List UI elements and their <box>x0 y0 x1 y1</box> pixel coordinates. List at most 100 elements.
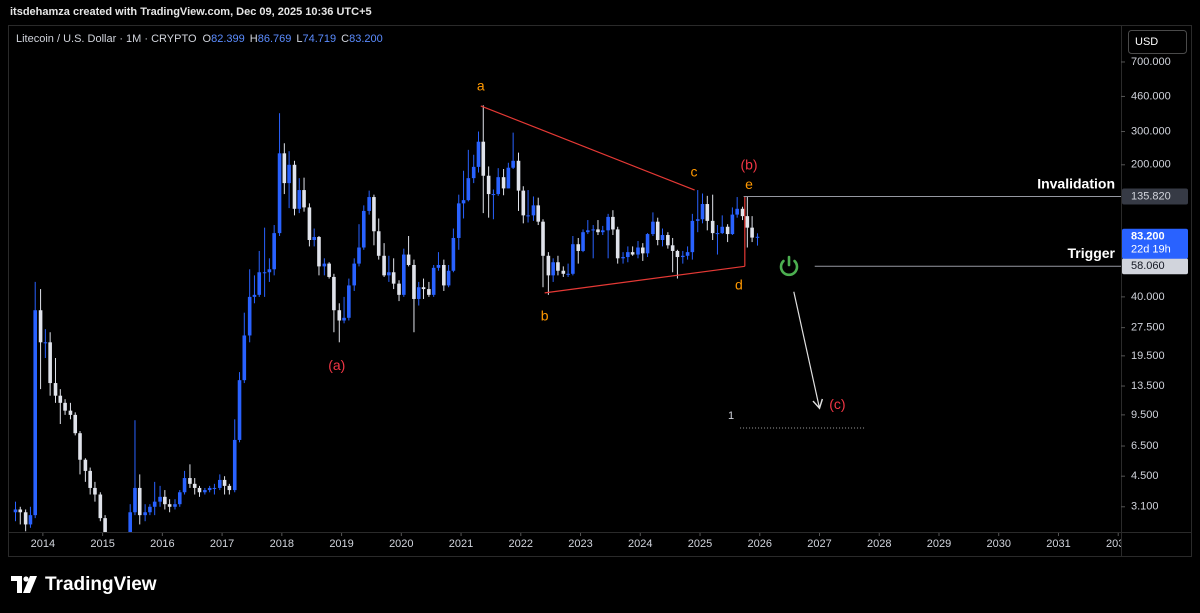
candle-body <box>73 414 78 434</box>
candle-body <box>640 247 645 254</box>
countdown: 22d 19h <box>1131 244 1171 256</box>
candle-body <box>397 283 401 295</box>
candle-body <box>715 233 720 235</box>
candle-body <box>182 478 187 493</box>
candle-body <box>700 204 705 220</box>
last-price-label: 83.200 <box>1131 231 1165 243</box>
candle-body <box>43 342 48 344</box>
candle-body <box>456 203 461 238</box>
ohlc-label: C <box>341 33 349 45</box>
x-tick-label: 2027 <box>807 538 831 550</box>
candle-body <box>53 383 58 396</box>
price-tag <box>1122 258 1188 275</box>
candle-body <box>163 496 167 505</box>
candle-body <box>352 263 357 286</box>
candle-body <box>237 380 242 440</box>
candle-body <box>645 234 650 254</box>
candle-body <box>83 459 88 471</box>
candle-body <box>626 252 630 258</box>
y-tick-label: 4.500 <box>1131 470 1159 482</box>
candle-body <box>357 247 361 264</box>
candle-body <box>476 141 481 167</box>
trendline <box>480 105 695 191</box>
candle-body <box>600 230 605 233</box>
candle-body <box>521 190 526 216</box>
x-tick-label: 2026 <box>748 538 772 550</box>
candle-body <box>566 273 570 275</box>
wave-label: (a) <box>328 357 345 373</box>
candle-body <box>730 214 735 235</box>
candle-body <box>347 285 351 318</box>
candle-body <box>611 216 615 230</box>
candle-body <box>541 221 545 256</box>
candle-body <box>192 483 197 488</box>
x-tick-label: 2030 <box>986 538 1010 550</box>
candle-body <box>655 221 660 240</box>
price-line-name: Trigger <box>1068 245 1116 261</box>
candle-body <box>312 236 316 240</box>
candle-body <box>745 216 750 228</box>
candle-body <box>750 227 754 238</box>
candle-body <box>227 485 232 491</box>
y-tick-label: 27.500 <box>1131 322 1165 334</box>
candle-body <box>402 254 406 295</box>
x-tick-label: 2022 <box>509 538 533 550</box>
candle-body <box>63 402 67 411</box>
candle-body <box>481 141 486 176</box>
candle-body <box>705 204 710 221</box>
candle-body <box>28 515 33 525</box>
wave-label: e <box>745 176 753 192</box>
candle-body <box>38 310 43 343</box>
brand: TradingView <box>45 574 157 595</box>
candle-body <box>630 252 635 255</box>
plot-area: 1 a b c d e (a) (b) (c) <box>13 78 1121 532</box>
candle-body <box>442 264 446 286</box>
candle-body <box>710 220 715 234</box>
candle-body <box>207 487 212 491</box>
candle-body <box>735 208 739 215</box>
candle-body <box>361 210 366 248</box>
candle-body <box>218 479 222 488</box>
trendline <box>544 265 745 294</box>
candle-body <box>755 236 760 238</box>
currency-button[interactable] <box>1128 30 1187 54</box>
candle-body <box>556 262 560 271</box>
price-tag-label: 135.820 <box>1131 190 1171 202</box>
candle-body <box>670 245 675 251</box>
candle-body <box>591 229 595 231</box>
candle-body <box>581 232 585 251</box>
candle-body <box>282 153 287 184</box>
wave-label: (c) <box>829 396 845 412</box>
candle-body <box>536 205 541 222</box>
candle-body <box>232 439 237 491</box>
candle-body <box>615 229 620 259</box>
currency[interactable]: USD <box>1135 36 1158 48</box>
x-tick-label: 2029 <box>927 538 951 550</box>
y-tick-label: 700.000 <box>1131 56 1171 68</box>
wave-label: d <box>735 277 743 293</box>
candle-body <box>675 250 680 258</box>
candle-body <box>412 264 416 299</box>
candle-body <box>13 509 18 513</box>
candle-body <box>177 492 182 505</box>
candle-body <box>531 205 536 216</box>
candle-body <box>332 276 336 311</box>
candle-body <box>382 255 386 276</box>
power-icon <box>779 255 799 277</box>
candle-body <box>725 226 730 235</box>
candle-body <box>242 335 247 381</box>
symbol-legend: Litecoin / U.S. Dollar · 1M · CRYPTO O82.… <box>16 33 383 45</box>
ohlc-value: 82.399 <box>211 33 245 45</box>
candle-body <box>327 263 331 277</box>
candle-body <box>421 287 426 290</box>
x-tick-label: 2032 <box>1106 538 1130 550</box>
ohlc-value: 74.719 <box>303 33 337 45</box>
wave-label: c <box>691 164 698 180</box>
candle-body <box>466 178 471 201</box>
candle-body <box>317 236 321 267</box>
candle-body <box>277 153 282 234</box>
candle-body <box>685 252 690 256</box>
candle-body <box>23 512 28 525</box>
candle-body <box>152 501 157 507</box>
